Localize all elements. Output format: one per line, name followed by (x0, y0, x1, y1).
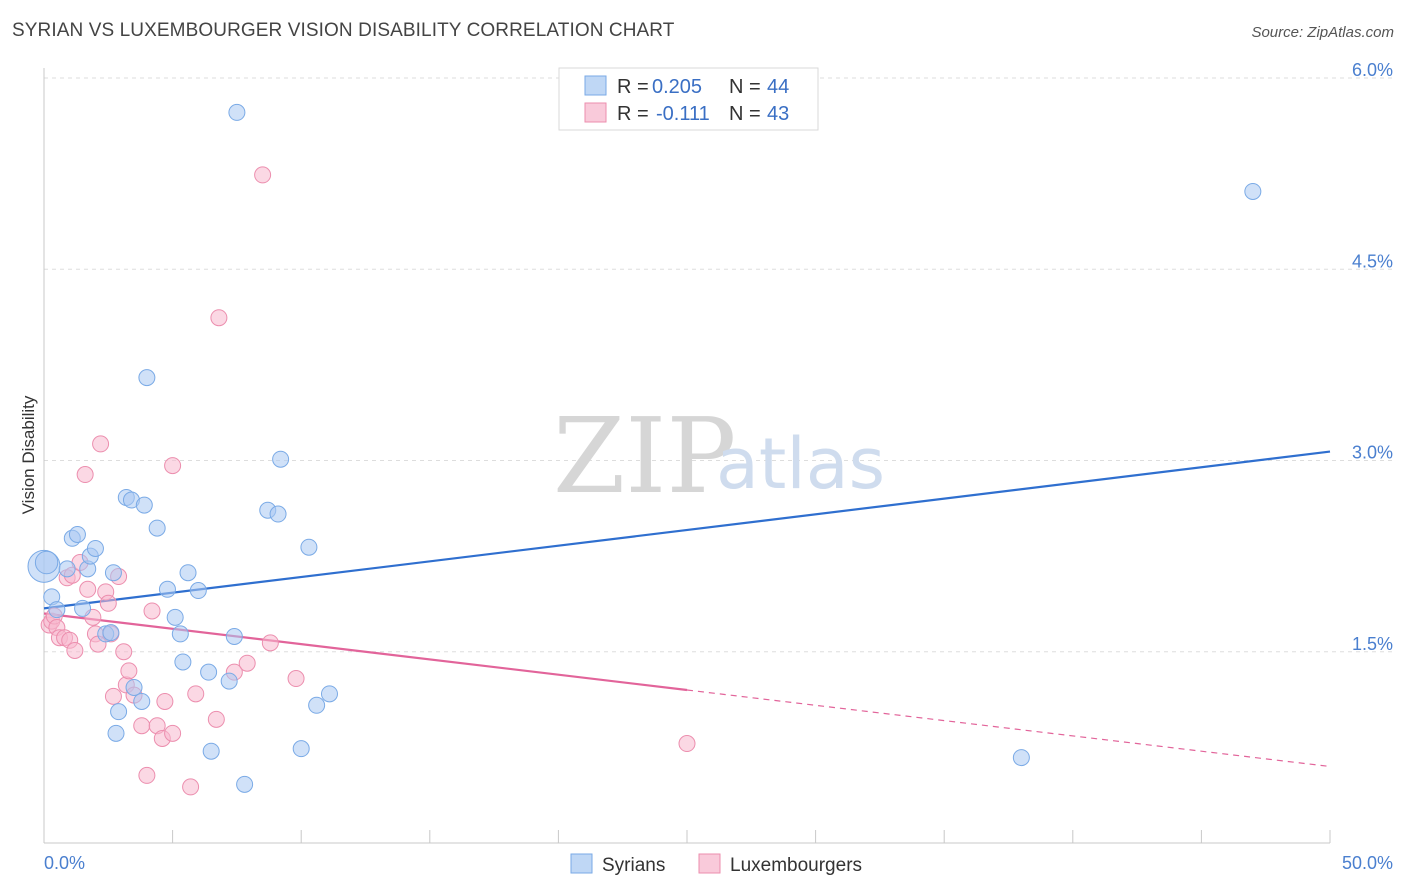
syrian-point (200, 663, 218, 681)
luxembourger-point (207, 710, 225, 728)
luxembourger-point (79, 580, 97, 598)
luxembourger-point (187, 685, 205, 703)
syrian-point (104, 564, 122, 582)
luxembourger-point (66, 641, 84, 659)
legend-r-value-luxembourgers: -0.111 (656, 103, 710, 125)
luxembourger-point (164, 457, 182, 475)
syrian-point (292, 740, 310, 758)
syrian-point (179, 564, 197, 582)
luxembourger-point (92, 435, 110, 453)
syrian-point (189, 582, 207, 600)
watermark: ZIP atlas (553, 395, 885, 517)
syrian-point (48, 601, 66, 619)
syrian-point (300, 538, 318, 556)
luxembourger-point (182, 778, 200, 796)
watermark-zip: ZIP (553, 395, 736, 517)
syrian-point (269, 505, 287, 523)
axes: 1.5% 3.0% 4.5% 6.0% 0.0% 50.0% (43, 60, 1393, 873)
syrian-point (1244, 182, 1262, 200)
syrian-point (166, 608, 184, 626)
syrian-point (125, 678, 143, 696)
bottom-legend-label-luxembourgers: Luxembourgers (730, 855, 862, 876)
syrian-point (135, 496, 153, 514)
syrian-point (320, 685, 338, 703)
syrian-point (171, 625, 189, 643)
legend-n-value-luxembourgers: 43 (767, 103, 789, 125)
luxembourger-trend-line-projection (686, 689, 1331, 768)
luxembourger-point (261, 634, 279, 652)
legend-r-label: R = (617, 103, 649, 125)
watermark-atlas: atlas (716, 423, 885, 505)
luxembourger-point (164, 724, 182, 742)
bottom-legend-swatch-syrians (570, 853, 593, 874)
syrian-point (220, 672, 238, 690)
legend-n-label: N = (729, 76, 761, 98)
legend-r-value-syrians: 0.205 (652, 76, 702, 98)
luxembourger-point (143, 602, 161, 620)
syrian-point (228, 103, 246, 121)
luxembourger-point (115, 643, 133, 661)
luxembourger-point (138, 766, 156, 784)
syrian-point (236, 775, 254, 793)
y-tick-label: 6.0% (1352, 60, 1393, 80)
syrian-point (133, 692, 151, 710)
syrian-point (110, 703, 128, 721)
luxembourger-trend-line (43, 612, 688, 692)
luxembourger-point (678, 735, 696, 753)
bottom-legend-swatch-luxembourgers (698, 853, 721, 874)
chart-title: SYRIAN VS LUXEMBOURGER VISION DISABILITY… (12, 20, 675, 41)
luxembourger-point (76, 466, 94, 484)
syrian-point (1012, 749, 1030, 767)
legend-swatch-luxembourgers (584, 102, 607, 123)
luxembourger-point (254, 166, 272, 184)
luxembourger-point (133, 717, 151, 735)
syrian-point (225, 627, 243, 645)
syrian-point (174, 653, 192, 671)
legend-n-label: N = (729, 103, 761, 125)
y-tick-label: 4.5% (1352, 251, 1393, 271)
luxembourger-point (120, 662, 138, 680)
syrian-point (138, 369, 156, 387)
bottom-legend: Syrians Luxembourgers (570, 853, 862, 876)
luxembourger-point (287, 670, 305, 688)
syrian-trend-line (43, 450, 1331, 610)
x-tick-label-max: 50.0% (1342, 853, 1393, 873)
legend-swatch-syrians (584, 75, 607, 96)
y-axis-title: Vision Disability (19, 395, 38, 514)
trend-lines (43, 450, 1331, 768)
grid-lines (44, 77, 1392, 653)
chart-source: Source: ZipAtlas.com (1251, 24, 1394, 41)
legend-n-value-syrians: 44 (767, 76, 789, 98)
y-tick-label: 3.0% (1352, 443, 1393, 463)
syrian-point (202, 742, 220, 760)
syrian-point (158, 580, 176, 598)
syrian-point (58, 560, 76, 578)
luxembourger-point (99, 594, 117, 612)
syrian-point (102, 624, 120, 642)
syrian-point (308, 696, 326, 714)
syrian-point (272, 450, 290, 468)
y-tick-label: 1.5% (1352, 634, 1393, 654)
syrian-point (148, 519, 166, 537)
luxembourger-point (104, 687, 122, 705)
bottom-legend-label-syrians: Syrians (602, 855, 665, 876)
luxembourger-point (238, 654, 256, 672)
luxembourger-point (156, 692, 174, 710)
syrian-point (68, 525, 86, 543)
legend-box: R = 0.205 N = 44 R = -0.111 N = 43 (558, 67, 819, 131)
legend-r-label: R = (617, 76, 649, 98)
data-points (27, 103, 1262, 796)
luxembourger-point (210, 309, 228, 327)
x-tick-label-min: 0.0% (44, 853, 85, 873)
syrian-point (107, 724, 125, 742)
syrian-point (86, 539, 104, 557)
syrian-point (74, 599, 92, 617)
syrian-point (34, 550, 59, 575)
